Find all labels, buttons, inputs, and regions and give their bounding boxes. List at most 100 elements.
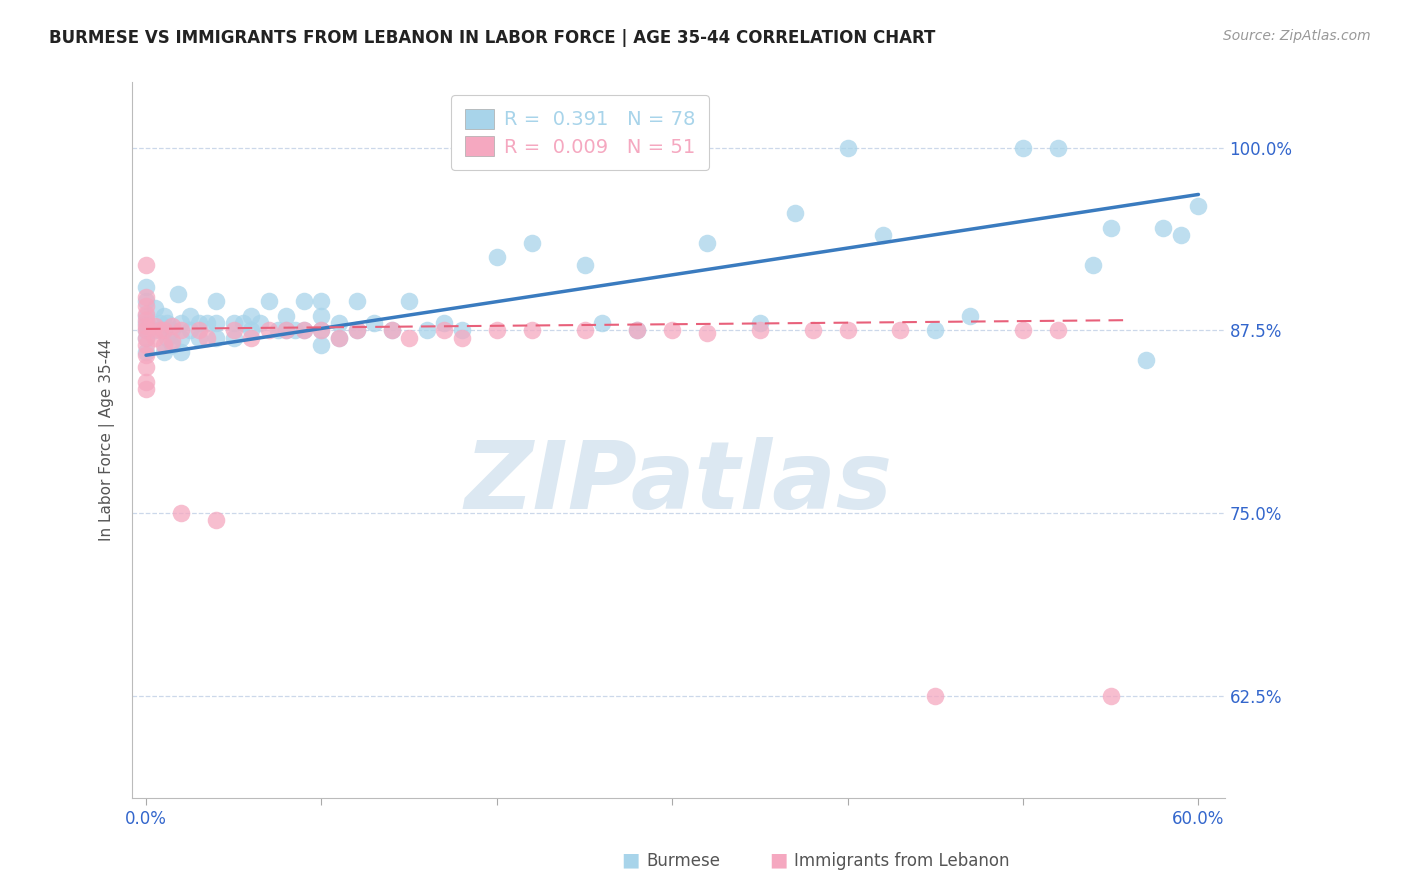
- Point: [135, 307, 157, 321]
- Point: [135, 316, 157, 330]
- Point: [328, 331, 350, 345]
- Point: [574, 258, 596, 272]
- Point: [1099, 221, 1122, 235]
- Point: [661, 323, 683, 337]
- Point: [205, 316, 228, 330]
- Point: [170, 323, 193, 337]
- Point: [135, 375, 157, 389]
- Point: [1187, 199, 1209, 213]
- Point: [924, 323, 946, 337]
- Point: [152, 309, 174, 323]
- Point: [187, 323, 209, 337]
- Point: [166, 286, 188, 301]
- Point: [783, 206, 806, 220]
- Point: [591, 316, 613, 330]
- Point: [135, 290, 157, 304]
- Point: [696, 235, 718, 250]
- Point: [292, 294, 315, 309]
- Point: [626, 323, 648, 337]
- Point: [311, 323, 333, 337]
- Text: Immigrants from Lebanon: Immigrants from Lebanon: [794, 852, 1010, 870]
- Point: [266, 323, 288, 337]
- Point: [205, 294, 228, 309]
- Point: [837, 323, 859, 337]
- Point: [170, 506, 193, 520]
- Point: [328, 331, 350, 345]
- Point: [240, 323, 263, 337]
- Text: Source: ZipAtlas.com: Source: ZipAtlas.com: [1223, 29, 1371, 43]
- Point: [889, 323, 911, 337]
- Point: [1083, 258, 1105, 272]
- Point: [433, 316, 456, 330]
- Point: [135, 359, 157, 374]
- Point: [135, 258, 157, 272]
- Point: [135, 294, 157, 309]
- Point: [363, 316, 385, 330]
- Point: [1047, 323, 1070, 337]
- Point: [135, 338, 157, 352]
- Point: [170, 316, 193, 330]
- Point: [311, 323, 333, 337]
- Point: [187, 331, 209, 345]
- Point: [398, 331, 420, 345]
- Point: [222, 331, 245, 345]
- Point: [1012, 141, 1035, 155]
- Text: BURMESE VS IMMIGRANTS FROM LEBANON IN LABOR FORCE | AGE 35-44 CORRELATION CHART: BURMESE VS IMMIGRANTS FROM LEBANON IN LA…: [49, 29, 935, 46]
- Point: [135, 348, 157, 362]
- Point: [240, 309, 263, 323]
- Point: [135, 323, 157, 337]
- Point: [292, 323, 315, 337]
- Point: [398, 294, 420, 309]
- Point: [231, 316, 253, 330]
- Point: [222, 316, 245, 330]
- Point: [257, 294, 280, 309]
- Point: [959, 309, 981, 323]
- Point: [135, 331, 157, 345]
- Point: [187, 316, 209, 330]
- Y-axis label: In Labor Force | Age 35-44: In Labor Force | Age 35-44: [100, 339, 115, 541]
- Point: [240, 331, 263, 345]
- Point: [179, 323, 201, 337]
- Point: [284, 323, 307, 337]
- Point: [661, 141, 683, 155]
- Point: [257, 323, 280, 337]
- Text: ■: ■: [769, 851, 787, 870]
- Point: [748, 323, 770, 337]
- Point: [162, 334, 184, 348]
- Point: [135, 382, 157, 396]
- Point: [162, 323, 184, 337]
- Point: [837, 141, 859, 155]
- Point: [520, 235, 543, 250]
- Point: [143, 331, 166, 345]
- Text: ■: ■: [621, 851, 640, 870]
- Point: [433, 323, 456, 337]
- Point: [311, 294, 333, 309]
- Point: [276, 323, 298, 337]
- Point: [156, 316, 179, 330]
- Point: [1047, 141, 1070, 155]
- Point: [748, 316, 770, 330]
- Point: [801, 323, 824, 337]
- Point: [135, 331, 157, 345]
- Point: [1135, 352, 1157, 367]
- Text: ZIPatlas: ZIPatlas: [464, 437, 893, 529]
- Point: [143, 318, 166, 333]
- Point: [485, 323, 508, 337]
- Point: [152, 323, 174, 337]
- Point: [205, 513, 228, 527]
- Point: [156, 331, 179, 345]
- Point: [149, 323, 172, 337]
- Point: [415, 323, 437, 337]
- Point: [135, 345, 157, 359]
- Point: [222, 323, 245, 337]
- Point: [179, 309, 201, 323]
- Point: [626, 323, 648, 337]
- Point: [520, 323, 543, 337]
- Point: [276, 323, 298, 337]
- Point: [450, 331, 472, 345]
- Point: [346, 323, 368, 337]
- Point: [292, 323, 315, 337]
- Point: [152, 345, 174, 359]
- Point: [1152, 221, 1174, 235]
- Point: [381, 323, 404, 337]
